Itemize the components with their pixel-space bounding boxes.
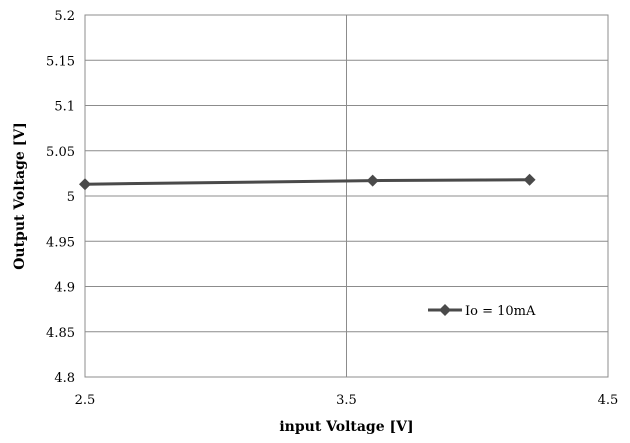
y-tick-label: 4.85 [46, 326, 75, 341]
series-line [84, 178, 530, 186]
x-tick-label: 2.5 [75, 393, 96, 408]
data-point-marker [366, 174, 379, 187]
y-axis-ticks: 4.8 4.85 4.9 4.95 5 5.05 5.1 5.15 5.2 [46, 9, 75, 386]
y-tick-label: 5.05 [46, 145, 75, 160]
plot-area [84, 14, 609, 378]
y-tick-label: 5.2 [54, 9, 75, 24]
series-layer [79, 173, 536, 191]
y-tick-label: 4.9 [54, 281, 75, 296]
y-tick-label: 5.15 [46, 54, 75, 69]
data-point-marker [79, 178, 91, 191]
legend-series-marker [439, 304, 451, 316]
legend: Io = 10mA [428, 304, 536, 319]
data-point-marker [523, 173, 536, 186]
y-axis-title: Output Voltage [V] [12, 122, 28, 270]
y-tick-label: 5 [67, 190, 75, 205]
x-axis-title: input Voltage [V] [279, 419, 413, 435]
grid-lines [84, 14, 609, 378]
y-tick-label: 4.8 [54, 371, 75, 386]
legend-series-label: Io = 10mA [465, 304, 536, 319]
x-tick-label: 3.5 [336, 393, 357, 408]
x-tick-label: 4.5 [598, 393, 619, 408]
y-tick-label: 4.95 [46, 235, 75, 250]
x-axis-ticks: 2.5 3.5 4.5 [75, 393, 619, 408]
y-tick-label: 5.1 [54, 100, 75, 115]
